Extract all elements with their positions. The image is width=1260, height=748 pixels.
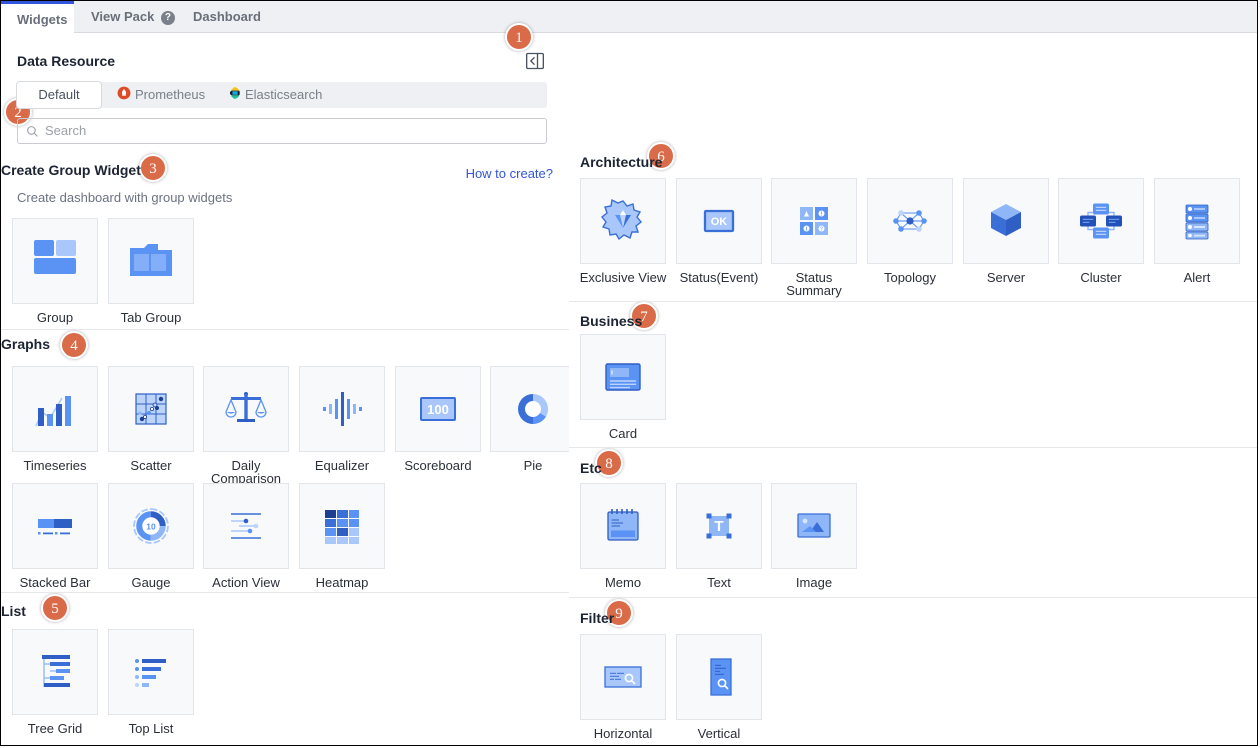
svg-text:!: ! — [821, 211, 823, 217]
svg-text:10: 10 — [146, 522, 156, 532]
svg-text:100: 100 — [427, 402, 449, 417]
svg-text:T: T — [714, 518, 723, 535]
svg-text:OK: OK — [711, 216, 728, 228]
